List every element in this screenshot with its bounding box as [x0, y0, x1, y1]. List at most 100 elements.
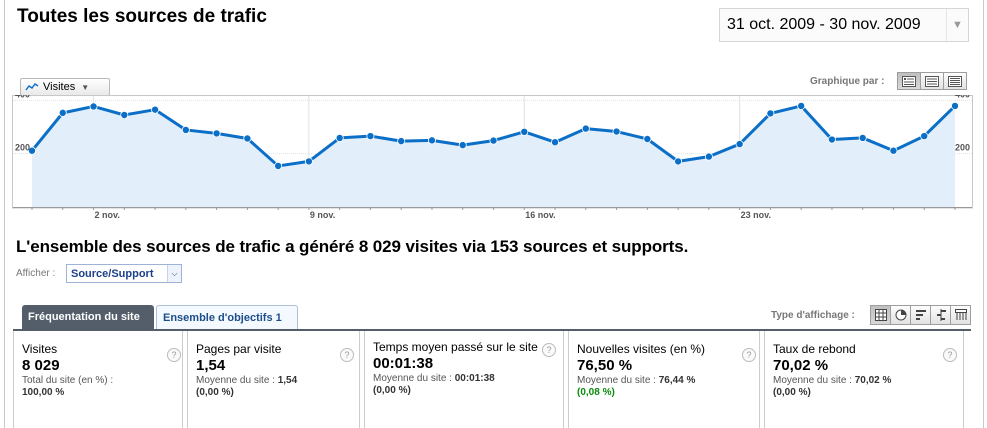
help-icon[interactable]: ? — [742, 348, 756, 362]
scorecard-bounce-name: Taux de rebond — [773, 342, 856, 356]
scorecard-time-site-avg: 00:01:38 — [454, 373, 495, 384]
scorecard-visits-name: Visites — [22, 342, 58, 356]
chart-area — [32, 105, 955, 207]
chart-point — [520, 127, 529, 136]
scorecard-bounce-rate: Taux de rebond 70,02 % Moyenne du site :… — [764, 331, 964, 428]
chart-point — [212, 129, 221, 138]
scorecard-bounce-sub-label: Moyenne du site : — [773, 375, 855, 386]
view-type-buttons — [870, 305, 971, 325]
scorecard-ppv-pct: (0,00 %) — [196, 387, 234, 398]
scorecard-visits-sub: Total du site (en %) : — [22, 375, 114, 386]
chart-y-tick-label-left: 400 — [15, 95, 30, 99]
chevron-down-icon[interactable]: ▼ — [946, 9, 968, 41]
scorecard-ppv-site-avg: 1,54 — [277, 375, 298, 386]
metric-select[interactable]: Visites ▼ — [20, 78, 110, 96]
date-range-picker[interactable]: 31 oct. 2009 - 30 nov. 2009 ▼ — [719, 8, 969, 42]
chart-y-tick-label-left: 200 — [15, 143, 30, 153]
date-range-text: 31 oct. 2009 - 30 nov. 2009 — [727, 16, 921, 33]
scorecard-new-sub: Moyenne du site : 76,44 % — [577, 374, 753, 387]
chart-y-tick-label-right: 200 — [955, 143, 970, 153]
scorecard-new-name: Nouvelles visites (en %) — [577, 342, 706, 356]
scorecard-pages-per-visit: Pages par visite 1,54 Moyenne du site : … — [187, 331, 360, 428]
chart-point — [612, 127, 621, 136]
scorecard: Visites 8 029 Total du site (en %) : 100… — [13, 329, 971, 428]
chart-point — [674, 157, 683, 166]
help-icon[interactable]: ? — [542, 343, 556, 357]
chart-x-tick-label: 16 nov. — [525, 210, 555, 220]
scorecard-visits-value: 8 029 — [22, 357, 60, 374]
chart-point — [397, 137, 406, 146]
scorecard-bounce-value: 70,02 % — [773, 357, 829, 374]
scorecard-time-sub: Moyenne du site : 00:01:38 — [373, 372, 557, 385]
graph-by-month-button[interactable] — [943, 72, 967, 90]
chart-point — [889, 146, 898, 155]
chart-point — [827, 135, 836, 144]
page-title: Toutes les sources de trafic — [17, 6, 267, 27]
show-label: Afficher : — [16, 268, 56, 279]
chart-point — [335, 133, 344, 142]
scorecard-new-value: 76,50 % — [577, 357, 633, 374]
scorecard-ppv-value: 1,54 — [196, 357, 226, 374]
tab-site-usage[interactable]: Fréquentation du site — [22, 305, 154, 329]
chart-point — [458, 141, 467, 150]
chart-point — [120, 110, 129, 119]
chart-point — [304, 157, 313, 166]
chart-point — [489, 136, 498, 145]
view-pie-button[interactable] — [890, 305, 911, 325]
view-performance-button[interactable] — [910, 305, 931, 325]
view-table-button[interactable] — [870, 305, 891, 325]
graph-by-buttons — [897, 72, 967, 90]
chart-point — [704, 152, 713, 161]
chart-point — [858, 133, 867, 142]
bar-chart-icon — [915, 310, 926, 320]
view-pivot-button[interactable] — [950, 305, 971, 325]
graph-by-day-button[interactable] — [897, 72, 921, 90]
month-view-icon — [948, 75, 962, 87]
window-frame-right — [983, 0, 987, 428]
day-view-icon — [902, 75, 916, 87]
scorecard-bounce-sub: Moyenne du site : 70,02 % — [773, 374, 957, 387]
scorecard-new-sub-label: Moyenne du site : — [577, 375, 659, 386]
scorecard-bounce-site-avg: 70,02 % — [854, 375, 892, 386]
chart-point — [274, 161, 283, 170]
chart-point — [581, 124, 590, 133]
chart-x-tick-label: 9 nov. — [310, 210, 335, 220]
window-frame-left — [0, 0, 5, 428]
scorecard-ppv-sub-label: Moyenne du site : — [196, 375, 278, 386]
help-icon[interactable]: ? — [167, 348, 181, 362]
chart-point — [735, 140, 744, 149]
scorecard-time-sub-label: Moyenne du site : — [373, 373, 455, 384]
help-icon[interactable]: ? — [943, 348, 957, 362]
line-chart-icon — [25, 83, 39, 91]
week-view-icon — [925, 75, 939, 87]
scorecard-time-value: 00:01:38 — [373, 355, 434, 372]
scorecard-ppv-name: Pages par visite — [196, 342, 282, 356]
dimension-select-label: Source/Support — [71, 267, 154, 280]
scorecard-new-site-avg: 76,44 % — [658, 375, 696, 386]
chart-point — [89, 102, 98, 111]
chevron-down-icon: ▼ — [81, 82, 90, 92]
table-icon — [874, 309, 887, 321]
chart-y-tick-label-right: 400 — [955, 95, 970, 99]
graph-by-week-button[interactable] — [920, 72, 944, 90]
scorecard-bounce-pct: (0,00 %) — [773, 387, 811, 398]
chart-point — [27, 146, 36, 155]
chart-point — [427, 136, 436, 145]
scorecard-visits: Visites 8 029 Total du site (en %) : 100… — [13, 331, 183, 428]
chart-point — [797, 101, 806, 110]
tab-goal-set-1[interactable]: Ensemble d'objectifs 1 — [156, 305, 298, 329]
scorecard-time-name: Temps moyen passé sur le site — [373, 340, 538, 354]
scorecard-time-pct: (0,00 %) — [373, 385, 411, 396]
chart-point — [643, 135, 652, 144]
pie-chart-icon — [895, 309, 906, 321]
chart-x-tick-label: 2 nov. — [95, 210, 120, 220]
comparison-icon — [936, 309, 946, 321]
metric-select-label: Visites — [43, 81, 76, 93]
summary-text: L'ensemble des sources de trafic a génér… — [16, 237, 689, 256]
view-type-label: Type d'affichage : — [771, 310, 855, 321]
pivot-icon — [954, 309, 967, 320]
help-icon[interactable]: ? — [340, 348, 354, 362]
chart-point — [58, 108, 67, 117]
view-comparison-button[interactable] — [930, 305, 951, 325]
dimension-select[interactable]: Source/Support ⌵ — [66, 264, 182, 283]
